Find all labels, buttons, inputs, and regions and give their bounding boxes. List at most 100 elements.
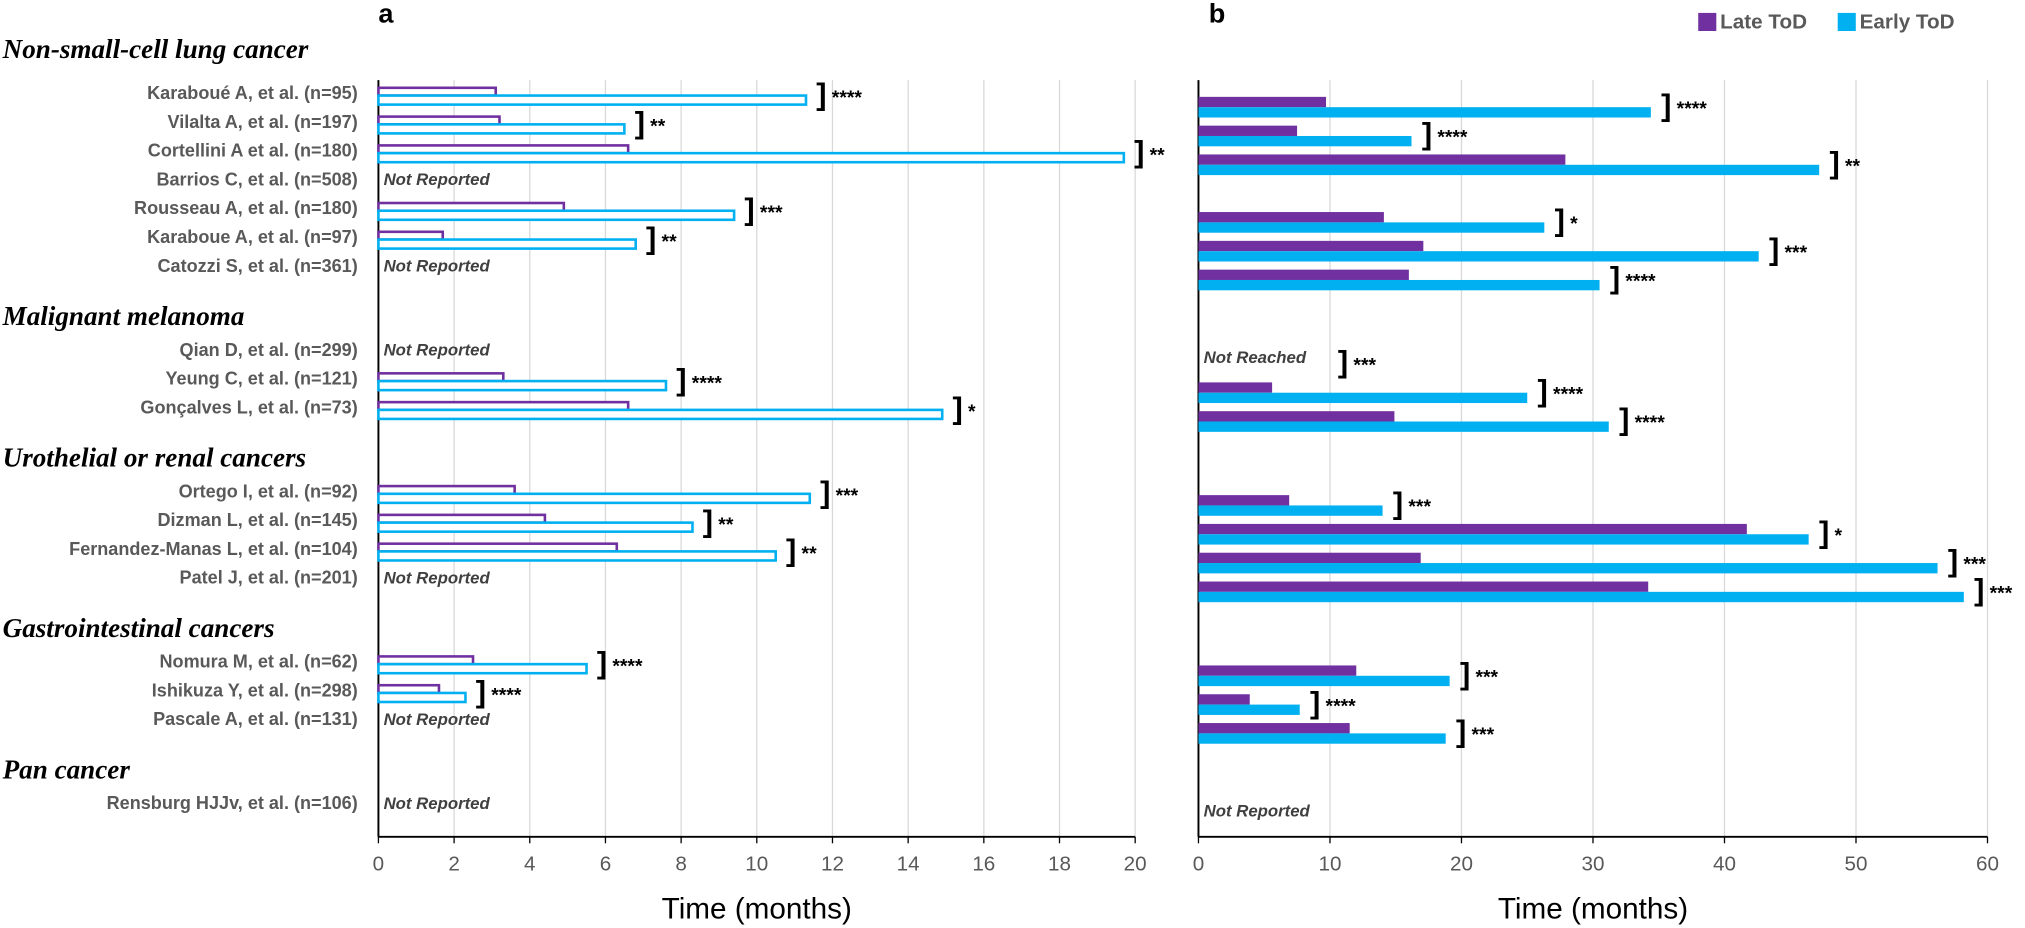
x-tick-label: 50 (1845, 853, 1868, 876)
bracket: ] (1619, 402, 1629, 437)
category-label: Cortellini A et al. (n=180) (148, 141, 358, 161)
x-tick-label: 20 (1450, 853, 1473, 876)
x-tick-label: 60 (1976, 853, 1999, 876)
not-reported-note: Not Reported (384, 170, 491, 189)
bar (1198, 222, 1545, 233)
bracket: ] (1134, 134, 1144, 169)
group-heading: Pan cancer (2, 754, 131, 784)
category-label: Karaboué A, et al. (n=95) (147, 83, 358, 103)
bar (1198, 704, 1300, 715)
significance: *** (1963, 554, 1986, 576)
panel-label: a (378, 0, 394, 29)
not-reported-note: Not Reached (1204, 348, 1307, 367)
significance: **** (612, 656, 643, 678)
significance: **** (692, 372, 723, 394)
bracket: ] (1819, 514, 1829, 549)
x-tick-label: 18 (1048, 853, 1071, 876)
x-tick-label: 20 (1124, 853, 1147, 876)
bracket: ] (676, 362, 686, 397)
bracket: ] (476, 674, 486, 709)
bar (1198, 675, 1450, 687)
bar (1198, 581, 1649, 592)
significance: ** (802, 543, 818, 565)
bar (1198, 552, 1421, 564)
bracket: ] (1393, 486, 1403, 521)
significance: *** (1472, 724, 1495, 746)
significance: *** (1785, 242, 1808, 264)
bracket: ] (1456, 714, 1466, 749)
bracket: ] (635, 105, 645, 140)
bar (377, 94, 808, 106)
significance: **** (1677, 98, 1708, 120)
category-label: Fernandez-Manas L, et al. (n=104) (69, 539, 358, 559)
category-label: Nomura M, et al. (n=62) (160, 652, 358, 672)
significance: *** (1990, 583, 2013, 605)
bar (377, 209, 736, 222)
significance: * (1834, 525, 1842, 547)
bar (1198, 107, 1651, 118)
significance: **** (1625, 271, 1656, 293)
category-label: Catozzi S, et al. (n=361) (158, 256, 358, 276)
bracket: ] (1830, 145, 1840, 180)
x-tick-label: 16 (972, 853, 995, 876)
significance: ** (1150, 144, 1166, 166)
category-label: Qian D, et al. (n=299) (180, 340, 358, 360)
bar (1198, 212, 1384, 223)
category-label: Pascale A, et al. (n=131) (153, 709, 358, 729)
bar (1198, 591, 1964, 603)
significance: * (1570, 213, 1578, 235)
bracket: ] (1555, 203, 1565, 238)
significance: *** (1408, 496, 1431, 518)
bar (1198, 411, 1395, 422)
category-label: Karaboue A, et al. (n=97) (147, 227, 358, 247)
x-tick-label: 8 (675, 853, 687, 876)
bracket: ] (786, 532, 796, 567)
legend-swatch (1837, 12, 1856, 31)
bracket: ] (744, 192, 754, 227)
bracket: ] (703, 503, 713, 538)
category-label: Vilalta A, et al. (n=197) (168, 112, 358, 132)
bar (377, 238, 638, 250)
legend-swatch (1698, 12, 1717, 31)
bar (1198, 694, 1250, 705)
x-axis-title: Time (months) (1498, 892, 1688, 925)
panel-label: b (1209, 0, 1226, 29)
significance: ** (662, 231, 678, 253)
significance: **** (1553, 383, 1584, 405)
bar (1198, 382, 1273, 393)
bracket: ] (816, 76, 826, 111)
not-reported-note: Not Reported (384, 568, 491, 587)
legend-label: Late ToD (1720, 11, 1807, 34)
bar (377, 662, 588, 675)
bar (1198, 96, 1327, 108)
bar (1198, 523, 1747, 535)
bar (1198, 392, 1528, 404)
significance: **** (491, 684, 522, 706)
bar (377, 379, 668, 392)
category-label: Gonçalves L, et al. (n=73) (140, 397, 357, 417)
not-reported-note: Not Reported (1204, 802, 1311, 821)
bar (377, 521, 694, 533)
x-tick-label: 10 (745, 853, 768, 876)
category-label: Dizman L, et al. (n=145) (158, 510, 358, 530)
bar (1198, 505, 1383, 516)
bar (1198, 251, 1759, 262)
bracket: ] (1538, 373, 1548, 408)
category-label: Rensburg HJJv, et al. (n=106) (107, 793, 358, 813)
x-tick-label: 0 (1193, 853, 1205, 876)
significance: **** (832, 87, 863, 109)
bar (1198, 495, 1290, 506)
bar (1198, 164, 1820, 176)
group-heading: Urothelial or renal cancers (3, 442, 307, 472)
significance: *** (836, 485, 859, 507)
category-label: Patel J, et al. (n=201) (180, 568, 358, 588)
bracket: ] (1661, 87, 1671, 122)
bracket: ] (953, 391, 963, 426)
bracket: ] (1769, 231, 1779, 266)
bracket: ] (1338, 344, 1348, 379)
category-label: Ortego I, et al. (n=92) (179, 481, 358, 501)
x-axis-title: Time (months) (662, 892, 852, 925)
bar (1198, 534, 1809, 545)
not-reported-note: Not Reported (384, 794, 491, 813)
